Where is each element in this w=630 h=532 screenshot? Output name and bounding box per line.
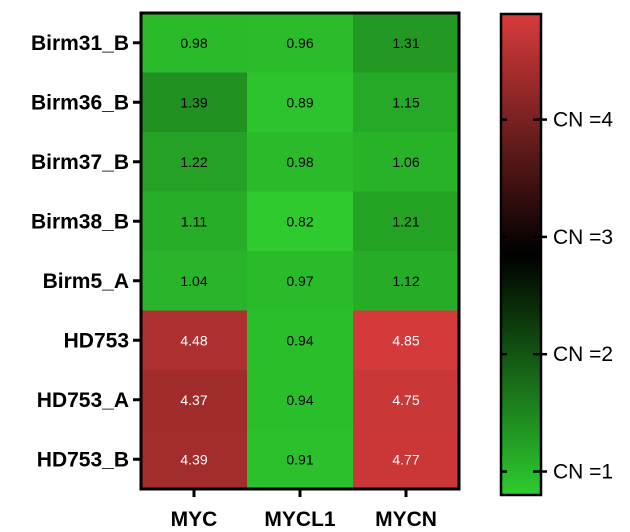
column-label: MYCL1 — [264, 508, 335, 531]
cell-value-label: 4.75 — [392, 392, 419, 408]
cell-value-label: 0.91 — [286, 451, 313, 467]
heatmap-cell — [141, 310, 247, 370]
heatmap-cell — [247, 251, 353, 311]
column-label: MYC — [171, 508, 218, 531]
heatmap-cell — [247, 72, 353, 132]
row-label: Birm38_B — [31, 210, 129, 233]
cell-value-label: 0.98 — [180, 35, 207, 51]
cell-value-label: 1.12 — [392, 273, 419, 289]
heatmap-cell — [141, 72, 247, 132]
heatmap-cell — [141, 370, 247, 430]
colorbar-tick-label: CN =4 — [553, 109, 613, 132]
colorbar-ticks: CN =1 CN =2 CN =3 CN =4 — [501, 109, 613, 484]
heatmap-cell — [353, 191, 459, 251]
heatmap-cell — [247, 370, 353, 430]
heatmap-cell — [247, 13, 353, 73]
colorbar-tick-label: CN =3 — [553, 226, 613, 249]
row-label: Birm31_B — [31, 32, 129, 55]
colorbar-tick-label: CN =1 — [553, 461, 613, 484]
row-axis: Birm31_B Birm36_B Birm37_B Birm38_B Birm5_A H… — [31, 32, 141, 471]
cell-value-label: 1.39 — [180, 94, 207, 110]
heatmap-cell — [141, 429, 247, 489]
column-axis: MYC MYCL1 MYCN — [171, 489, 437, 531]
cell-value-label: 4.48 — [180, 332, 207, 348]
cell-value-label: 0.94 — [286, 332, 313, 348]
cell-value-label: 1.31 — [392, 35, 419, 51]
cell-value-label: 4.39 — [180, 451, 207, 467]
cell-value-label: 4.85 — [392, 332, 419, 348]
colorbar-gradient — [499, 12, 543, 497]
heatmap-cell — [353, 72, 459, 132]
column-label: MYCN — [375, 508, 437, 531]
cell-value-label: 0.97 — [286, 273, 313, 289]
heatmap-cell — [353, 13, 459, 73]
cell-value-label: 0.96 — [286, 35, 313, 51]
heatmap-cell — [353, 132, 459, 192]
heatmap-cell — [141, 132, 247, 192]
row-label: Birm5_A — [43, 270, 129, 293]
cell-value-label: 1.11 — [181, 213, 207, 229]
heatmap-cell — [247, 191, 353, 251]
row-label: Birm37_B — [31, 151, 129, 174]
row-label: HD753_B — [37, 448, 129, 471]
cell-value-label: 0.82 — [286, 213, 313, 229]
heatmap-cell — [247, 429, 353, 489]
cell-value-label: 0.98 — [286, 154, 313, 170]
cell-value-label: 0.89 — [286, 94, 313, 110]
cell-value-label: 1.04 — [180, 273, 207, 289]
heatmap-cell — [353, 310, 459, 370]
heatmap-cell — [353, 370, 459, 430]
heatmap-cell — [353, 251, 459, 311]
cell-value-label: 1.15 — [392, 94, 419, 110]
heatmap-cell — [247, 132, 353, 192]
colorbar-tick-label: CN =2 — [553, 343, 613, 366]
colorbar: CN =1 CN =2 CN =3 CN =4 — [499, 12, 613, 497]
row-label: HD753 — [64, 329, 129, 352]
heatmap-cell — [141, 13, 247, 73]
row-label: Birm36_B — [31, 91, 129, 114]
cell-value-label: 1.22 — [180, 154, 207, 170]
heatmap-cell — [353, 429, 459, 489]
cell-value-label: 1.21 — [392, 213, 419, 229]
heatmap-cell — [247, 310, 353, 370]
row-label: HD753_A — [37, 389, 129, 412]
heatmap-cell — [141, 191, 247, 251]
cell-value-label: 4.77 — [392, 451, 419, 467]
cell-value-label: 4.37 — [180, 392, 207, 408]
heatmap-cells: 0.98 0.96 1.31 1.39 0.89 1.15 1.22 0.98 1.06 1.11… — [141, 13, 459, 489]
cell-value-label: 0.94 — [286, 392, 313, 408]
heatmap-cell — [141, 251, 247, 311]
cell-value-label: 1.06 — [392, 154, 419, 170]
